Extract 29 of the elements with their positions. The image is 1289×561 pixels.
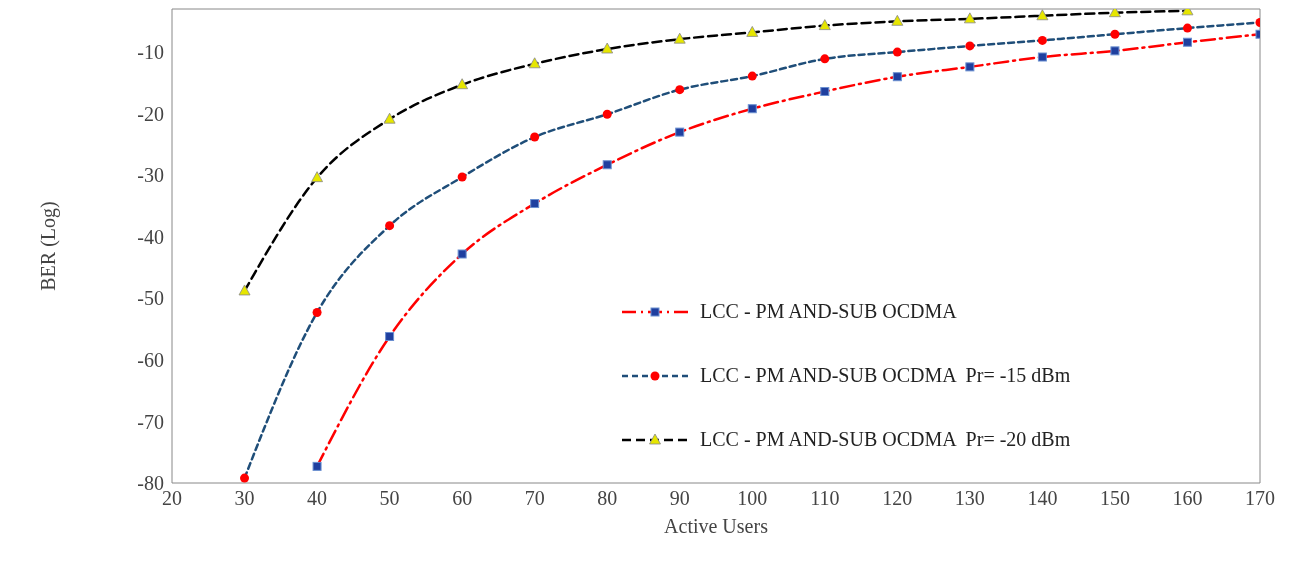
x-tick-label: 60 <box>452 487 473 510</box>
x-tick-label: 30 <box>234 487 255 510</box>
x-tick-label: 140 <box>1027 487 1058 510</box>
x-tick-label: 110 <box>810 487 840 510</box>
y-tick-label: -60 <box>137 348 164 371</box>
legend-label: LCC - PM AND-SUB OCDMA <box>700 300 957 323</box>
x-tick-label: 130 <box>954 487 985 510</box>
y-tick-label: -10 <box>137 41 164 64</box>
x-tick-label: 20 <box>162 487 182 510</box>
x-tick-label: 90 <box>669 487 690 510</box>
x-tick-label: 150 <box>1099 487 1130 510</box>
y-tick-label: -30 <box>137 164 164 187</box>
legend-label: LCC - PM AND-SUB OCDMA Pr= -20 dBm <box>700 428 1071 451</box>
x-axis-title: Active Users <box>664 515 769 537</box>
y-tick-label: -70 <box>137 410 164 433</box>
legend-label: LCC - PM AND-SUB OCDMA Pr= -15 dBm <box>700 364 1071 387</box>
y-tick-label: -20 <box>137 102 164 125</box>
x-tick-label: 160 <box>1172 487 1203 510</box>
y-axis-title: BER (Log) <box>37 201 61 291</box>
y-tick-label: -40 <box>137 225 164 248</box>
y-tick-label: -50 <box>137 287 164 310</box>
x-tick-label: 170 <box>1245 487 1275 510</box>
x-tick-label: 70 <box>524 487 545 510</box>
x-tick-label: 80 <box>597 487 618 510</box>
x-tick-label: 40 <box>307 487 328 510</box>
x-tick-label: 100 <box>737 487 768 510</box>
y-tick-label: -80 <box>137 472 164 495</box>
x-tick-label: 50 <box>379 487 400 510</box>
x-tick-label: 120 <box>882 487 913 510</box>
